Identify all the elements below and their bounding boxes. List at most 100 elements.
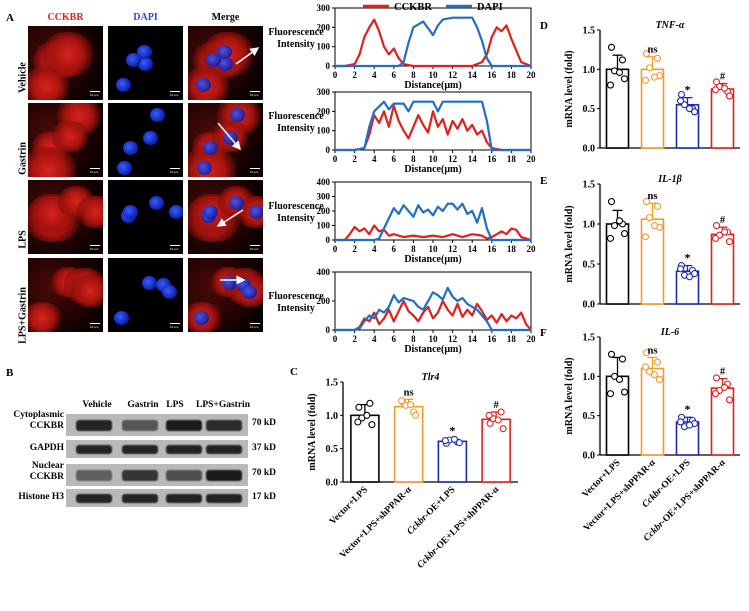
x-tick-label: 8 [411,70,416,80]
row-label-vehicle: Vehicle [17,62,29,93]
x-axis-label: Distance(μm) [404,254,461,265]
cell-nucleus [125,52,141,67]
data-point [685,273,694,281]
panel-letter-e: E [540,175,548,187]
cell-nucleus [194,311,210,326]
x-tick-suffix: -OE+LPS+shPPAR-α [659,458,728,527]
x-axis-label: Distance(μm) [404,164,461,175]
x-tick-label: 6 [392,70,397,80]
cell-nucleus [123,141,139,156]
data-point [618,355,627,363]
x-tick-label: 0 [333,154,338,164]
data-point [725,92,734,100]
y-axis-label: Intensity [277,303,315,314]
micrograph-lps-cckbr: 10 μm [28,180,103,254]
data-point [450,435,458,443]
scale-bar: 10 μm [170,93,179,97]
cell-nucleus [116,78,132,93]
data-point [725,238,734,246]
data-point [725,396,734,404]
data-point [645,214,654,222]
data-point [676,265,685,273]
x-tick-label: 20 [527,154,537,164]
significance-label: ns [648,191,658,202]
y-tick-label: 100 [317,221,331,231]
data-point [650,371,659,379]
cell-nucleus [218,57,234,72]
significance-label: # [494,400,500,411]
micrograph-lps-gastrin-dapi: 10 μm [108,258,183,332]
wb-label-cckbr-2: CCKBR [29,472,64,482]
column-label-cckbr: CCKBR [47,12,84,23]
profile-plot-4: 0 200 400 0 2 4 6 8 10 12 14 16 18 20 Distance(μm) Fluo… [268,267,536,355]
x-tick-label: 6 [392,244,397,254]
data-point [412,411,420,419]
blot-band [76,469,112,481]
arrow-overlay [235,47,260,65]
bar-2 [393,405,424,483]
x-tick-label: 10 [429,154,439,164]
y-axis-label: mRNA level (fold) [564,205,575,282]
blot-strip [66,440,248,458]
data-point [407,401,415,409]
chart-title: IL-1β [657,174,682,185]
wb-label-cytoplasmic: Cytoplasmic [13,410,64,420]
cell-nucleus [196,78,212,93]
panel-letter-b: B [6,367,14,379]
x-tick-label: 16 [487,244,497,254]
cell-nucleus [196,160,212,175]
row-label-gastrin: Gastrin [17,142,29,175]
x-tick-suffix: -OE+LPS [657,458,692,493]
x-tick-label: 0 [333,70,338,80]
data-point [497,408,505,416]
x-axis-label: Distance(μm) [404,80,461,91]
significance-label: ns [404,387,414,398]
data-point [711,390,720,398]
y-tick-label: 0 [326,61,331,71]
data-point [610,222,619,230]
data-point [398,397,406,405]
micrograph-lps-dapi: 10 μm [108,180,183,254]
profile-arrow [235,47,260,65]
data-point [615,217,624,225]
blot-band [122,469,158,481]
x-tick-label: 10 [429,334,439,344]
bar-3 [675,270,700,305]
data-point [650,73,659,81]
panel-letter-d: D [540,20,548,32]
data-point [712,374,721,382]
chart-title: Tlr4 [422,372,440,383]
cell-nucleus [205,52,221,67]
cell-nucleus [168,205,183,220]
y-axis-label: Intensity [277,213,315,224]
significance-label: * [685,402,691,416]
blot-band [166,419,202,431]
data-point [354,418,362,426]
y-tick-label: 1.5 [583,26,596,37]
cell-cytoplasm [42,32,94,76]
data-point [685,105,694,113]
blot-band [122,493,158,503]
data-point [653,202,662,210]
arrow-overlay [216,209,244,227]
series-line-cckbr [335,224,532,242]
significance-label: * [449,424,455,438]
significance-label: * [685,83,691,97]
bar-1 [605,375,630,456]
data-point [606,234,615,242]
y-axis-label: mRNA level (fold) [307,393,318,470]
data-point [655,375,664,384]
row-label-lps-gastrin: LPS+Gastrin [17,287,29,344]
data-point [676,97,685,105]
blot-strip [66,464,248,486]
x-tick-label: 10 [429,244,439,254]
x-tick-label: 0 [333,334,338,344]
scale-bar: 10 μm [90,170,99,174]
x-tick-label: 20 [527,244,537,254]
legend-label-cckbr: CCKBR [394,2,432,13]
data-point [368,421,376,429]
scale-bar: 10 μm [90,247,99,251]
y-tick-label: 1.5 [326,378,339,389]
data-point [676,418,685,426]
